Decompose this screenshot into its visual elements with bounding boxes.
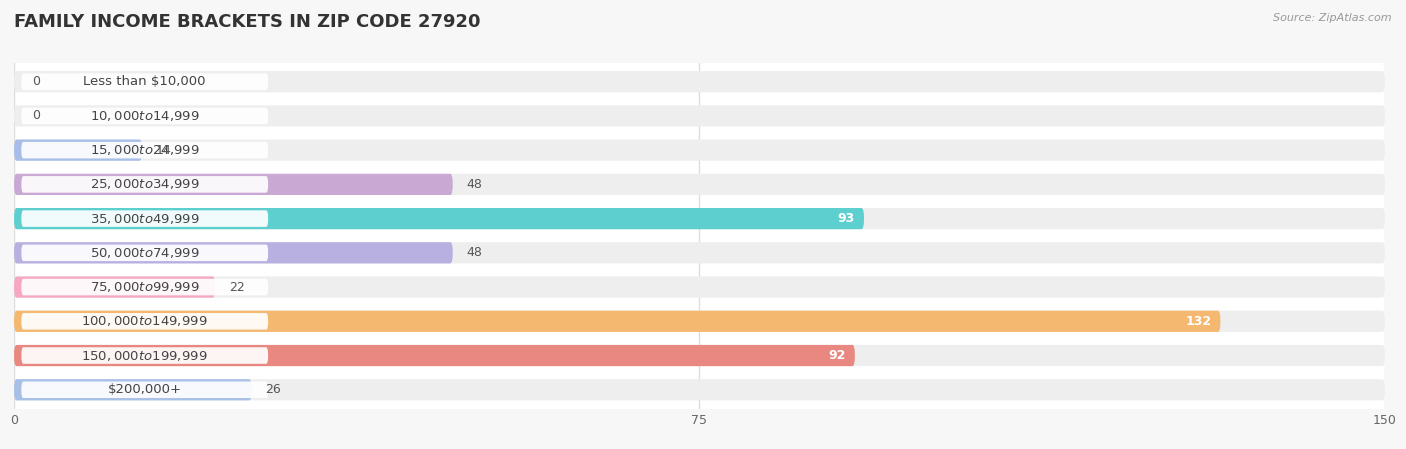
Text: 0: 0 — [32, 110, 41, 123]
FancyBboxPatch shape — [14, 71, 1385, 92]
FancyBboxPatch shape — [14, 345, 855, 366]
Text: $10,000 to $14,999: $10,000 to $14,999 — [90, 109, 200, 123]
FancyBboxPatch shape — [21, 347, 269, 364]
FancyBboxPatch shape — [14, 106, 1385, 127]
Text: $100,000 to $149,999: $100,000 to $149,999 — [82, 314, 208, 328]
Text: 22: 22 — [229, 281, 245, 294]
FancyBboxPatch shape — [21, 108, 269, 124]
Text: $75,000 to $99,999: $75,000 to $99,999 — [90, 280, 200, 294]
Text: Less than $10,000: Less than $10,000 — [83, 75, 207, 88]
FancyBboxPatch shape — [21, 210, 269, 227]
FancyBboxPatch shape — [21, 245, 269, 261]
Text: $200,000+: $200,000+ — [108, 383, 181, 396]
Text: FAMILY INCOME BRACKETS IN ZIP CODE 27920: FAMILY INCOME BRACKETS IN ZIP CODE 27920 — [14, 13, 481, 31]
FancyBboxPatch shape — [21, 279, 269, 295]
FancyBboxPatch shape — [14, 311, 1220, 332]
Text: $25,000 to $34,999: $25,000 to $34,999 — [90, 177, 200, 191]
Text: 48: 48 — [467, 247, 482, 260]
FancyBboxPatch shape — [21, 313, 269, 330]
Text: Source: ZipAtlas.com: Source: ZipAtlas.com — [1274, 13, 1392, 23]
FancyBboxPatch shape — [21, 142, 269, 158]
Text: $150,000 to $199,999: $150,000 to $199,999 — [82, 348, 208, 362]
FancyBboxPatch shape — [21, 382, 269, 398]
FancyBboxPatch shape — [21, 176, 269, 193]
FancyBboxPatch shape — [14, 277, 215, 298]
FancyBboxPatch shape — [14, 140, 142, 161]
Text: 14: 14 — [156, 144, 172, 157]
FancyBboxPatch shape — [14, 345, 1385, 366]
Text: 92: 92 — [828, 349, 846, 362]
FancyBboxPatch shape — [14, 379, 252, 401]
FancyBboxPatch shape — [14, 277, 1385, 298]
FancyBboxPatch shape — [21, 73, 269, 90]
FancyBboxPatch shape — [14, 174, 453, 195]
FancyBboxPatch shape — [14, 208, 1385, 229]
FancyBboxPatch shape — [14, 311, 1385, 332]
FancyBboxPatch shape — [14, 174, 1385, 195]
Text: 0: 0 — [32, 75, 41, 88]
Text: 93: 93 — [838, 212, 855, 225]
Text: 48: 48 — [467, 178, 482, 191]
FancyBboxPatch shape — [14, 208, 863, 229]
FancyBboxPatch shape — [14, 140, 1385, 161]
Text: 26: 26 — [266, 383, 281, 396]
FancyBboxPatch shape — [14, 242, 453, 264]
FancyBboxPatch shape — [14, 379, 1385, 401]
Text: 132: 132 — [1185, 315, 1212, 328]
Text: $15,000 to $24,999: $15,000 to $24,999 — [90, 143, 200, 157]
Text: $50,000 to $74,999: $50,000 to $74,999 — [90, 246, 200, 260]
Text: $35,000 to $49,999: $35,000 to $49,999 — [90, 211, 200, 225]
FancyBboxPatch shape — [14, 242, 1385, 264]
